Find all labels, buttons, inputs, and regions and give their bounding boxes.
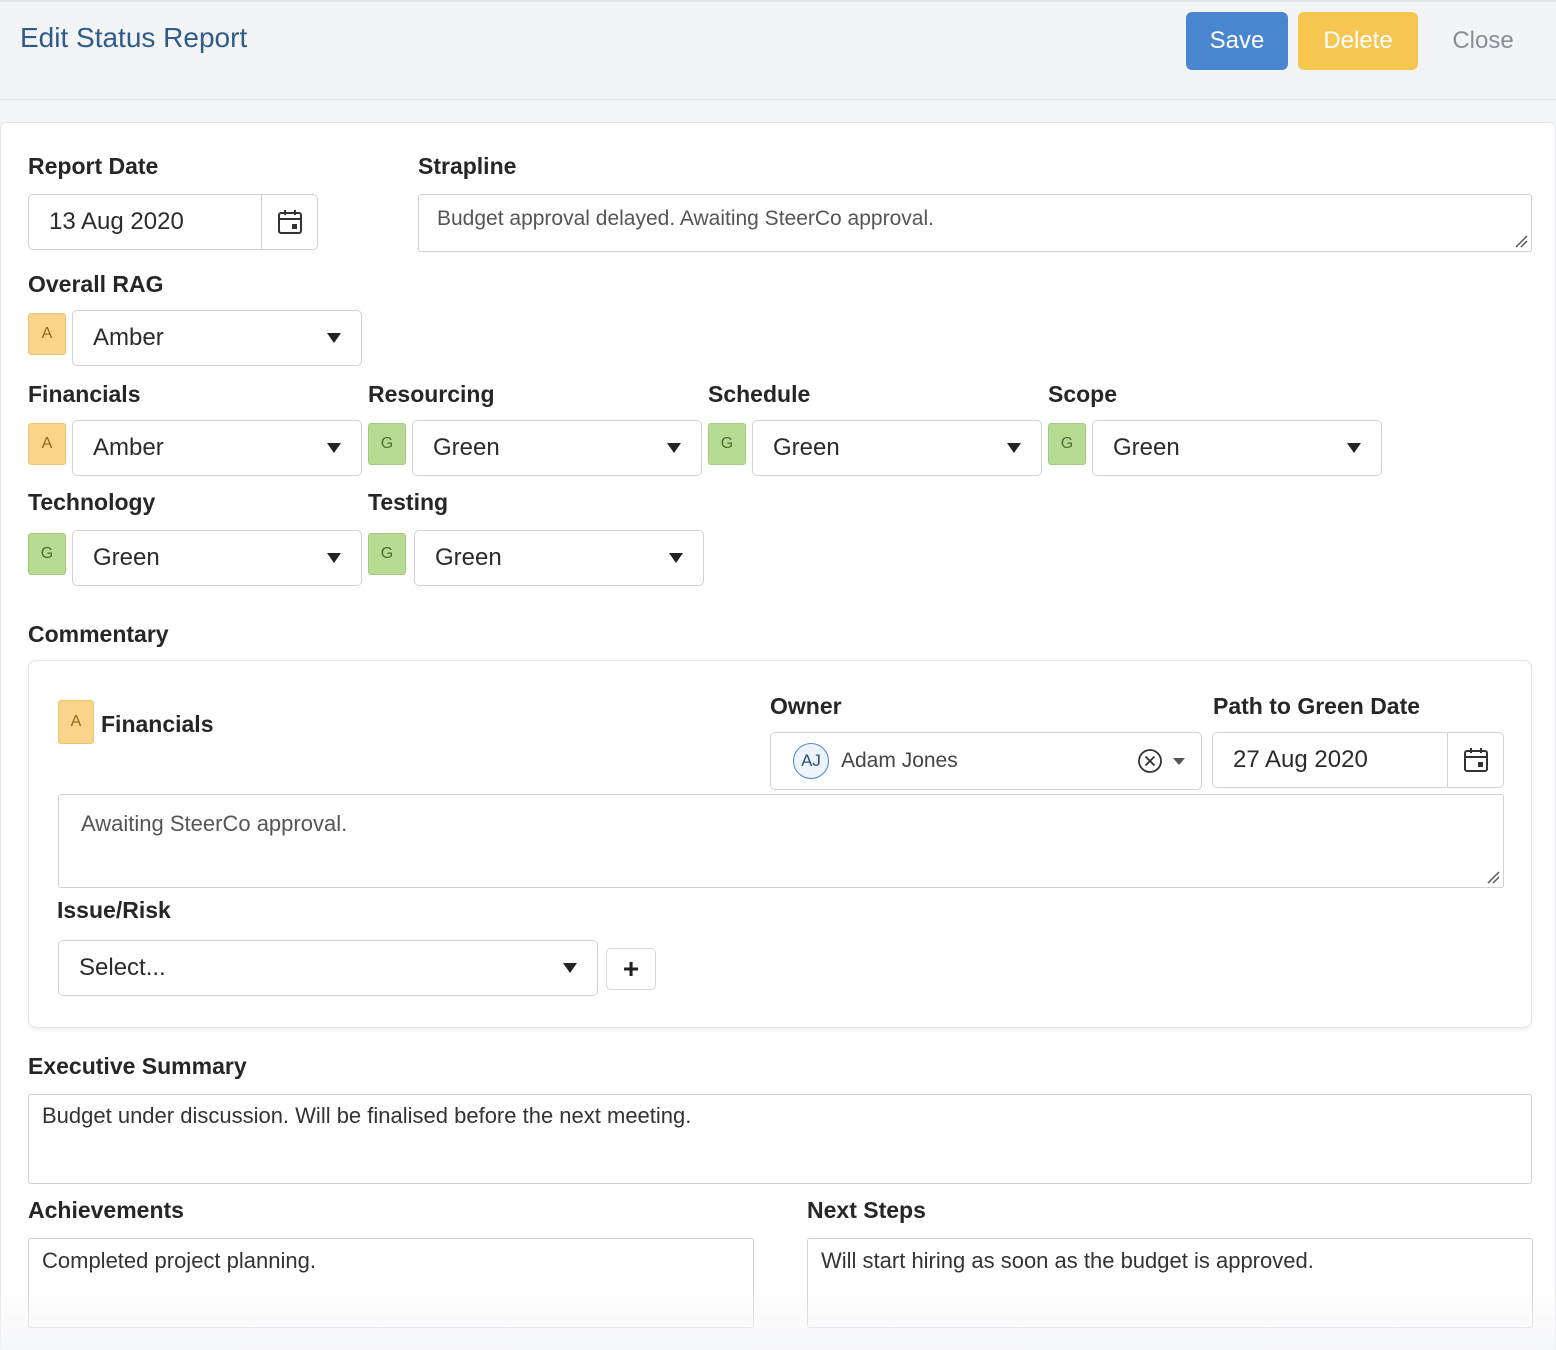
technology-chip: G [28,533,66,575]
scope-label: Scope [1048,381,1118,407]
schedule-value: Green [773,434,840,461]
overall-rag-select[interactable]: Amber [72,310,362,366]
commentary-item-chip: A [58,700,94,744]
technology-select[interactable]: Green [72,530,362,586]
calendar-icon [1463,748,1488,772]
resourcing-select[interactable]: Green [412,420,702,476]
path-to-green-date-picker-button[interactable] [1447,733,1503,787]
testing-chip: G [368,533,406,575]
financials-chip: A [28,423,66,465]
caret-down-icon [327,333,341,343]
financials-select[interactable]: Amber [72,420,362,476]
financials-value: Amber [93,434,164,461]
save-button[interactable]: Save [1186,12,1288,70]
resourcing-value: Green [433,434,500,461]
owner-name: Adam Jones [841,749,958,772]
path-to-green-label: Path to Green Date [1213,693,1421,719]
overall-rag-label: Overall RAG [28,271,164,297]
overall-rag-chip: A [28,313,66,355]
achievements-input[interactable]: Completed project planning. [28,1238,754,1328]
achievements-value: Completed project planning. [42,1248,316,1273]
schedule-select[interactable]: Green [752,420,1042,476]
testing-select[interactable]: Green [414,530,704,586]
executive-summary-label: Executive Summary [28,1053,247,1079]
resize-grip-icon[interactable] [1486,870,1500,884]
caret-down-icon [667,443,681,453]
achievements-label: Achievements [28,1197,184,1223]
scope-value: Green [1113,434,1180,461]
technology-label: Technology [28,489,156,515]
caret-down-icon [327,553,341,563]
caret-down-icon [1007,443,1021,453]
path-to-green-date-value: 27 Aug 2020 [1233,746,1368,773]
report-date-picker-button[interactable] [261,195,317,249]
page-title: Edit Status Report [20,22,248,53]
resourcing-chip: G [368,423,406,465]
add-issue-risk-button[interactable]: + [606,948,656,990]
technology-value: Green [93,544,160,571]
resize-grip-icon[interactable] [1514,234,1528,248]
strapline-label: Strapline [418,153,517,179]
calendar-icon [277,210,302,234]
avatar: AJ [793,743,829,779]
next-steps-input[interactable]: Will start hiring as soon as the budget … [807,1238,1533,1328]
next-steps-label: Next Steps [807,1197,926,1223]
clear-circle-icon[interactable] [1137,748,1163,774]
strapline-input[interactable]: Budget approval delayed. Awaiting SteerC… [418,194,1532,252]
resourcing-label: Resourcing [368,381,495,407]
delete-button[interactable]: Delete [1298,12,1418,70]
financials-label: Financials [28,381,141,407]
close-button[interactable]: Close [1452,27,1514,54]
issue-risk-select[interactable]: Select... [58,940,598,996]
strapline-value: Budget approval delayed. Awaiting SteerC… [437,207,934,230]
issue-risk-placeholder: Select... [79,954,166,981]
next-steps-value: Will start hiring as soon as the budget … [821,1248,1314,1273]
testing-label: Testing [368,489,449,515]
commentary-label: Commentary [28,621,169,647]
path-to-green-date-field[interactable]: 27 Aug 2020 [1212,732,1504,788]
owner-select[interactable]: AJ Adam Jones [770,732,1202,790]
report-date-label: Report Date [28,153,159,179]
caret-down-icon [1347,443,1361,453]
caret-down-icon [669,553,683,563]
scope-select[interactable]: Green [1092,420,1382,476]
executive-summary-input[interactable]: Budget under discussion. Will be finalis… [28,1094,1532,1184]
report-date-field[interactable]: 13 Aug 2020 [28,194,318,250]
commentary-text-input[interactable]: Awaiting SteerCo approval. [58,794,1504,888]
caret-down-icon [1173,757,1185,765]
scope-chip: G [1048,423,1086,465]
executive-summary-value: Budget under discussion. Will be finalis… [42,1103,692,1128]
caret-down-icon [563,963,577,973]
testing-value: Green [435,544,502,571]
schedule-label: Schedule [708,381,811,407]
page-header: Edit Status Report Save Delete Close [0,0,1556,100]
schedule-chip: G [708,423,746,465]
overall-rag-value: Amber [93,324,164,351]
caret-down-icon [327,443,341,453]
issue-risk-label: Issue/Risk [57,897,171,923]
commentary-text-value: Awaiting SteerCo approval. [81,811,348,836]
report-date-value: 13 Aug 2020 [49,208,184,235]
owner-label: Owner [770,693,842,719]
commentary-item-title: Financials [101,711,214,737]
